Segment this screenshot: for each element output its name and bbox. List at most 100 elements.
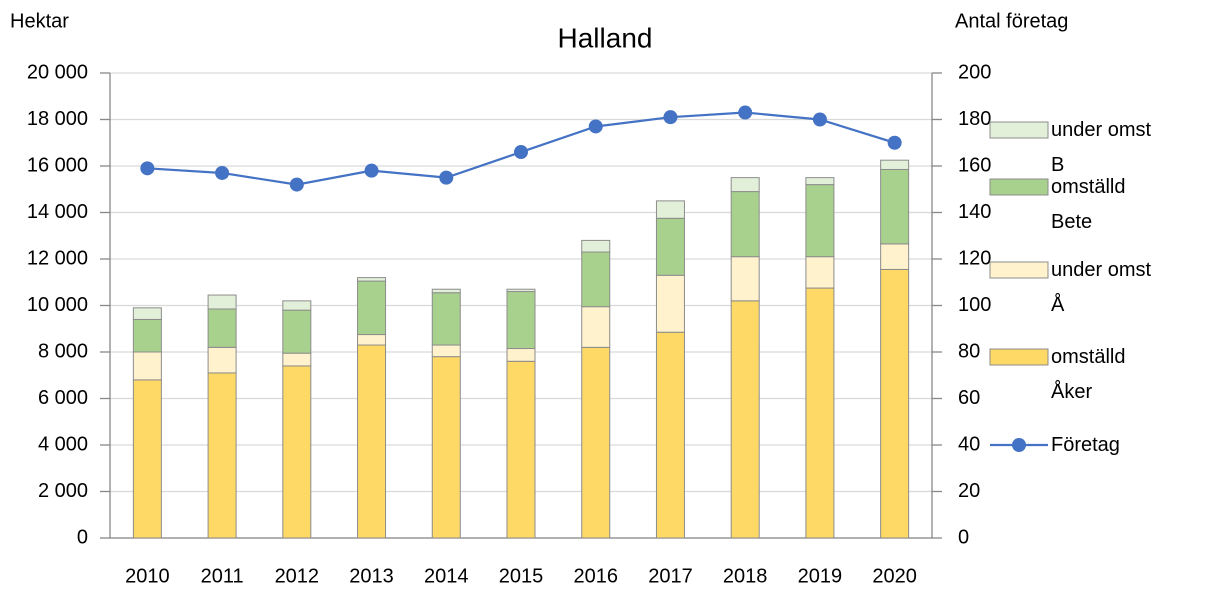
- bar-segment: [655, 200, 685, 219]
- y-tick-label: 18 000: [27, 108, 88, 130]
- bar-segment: [581, 239, 611, 253]
- y-tick-label: 4 000: [38, 433, 88, 455]
- legend-label: under omst B: [1051, 118, 1152, 176]
- bar-segment: [805, 287, 835, 539]
- bar-segment: [880, 168, 910, 245]
- y-tick-label: 8 000: [38, 340, 88, 362]
- bar-segment: [207, 372, 237, 539]
- bar-segment: [581, 346, 611, 539]
- bar-segment: [506, 348, 536, 362]
- legend-label: omställd Bete: [1051, 175, 1126, 233]
- x-tick-label: 2020: [872, 565, 917, 587]
- bar-segment: [805, 177, 835, 186]
- bar-segment: [357, 277, 387, 282]
- bar-segment: [730, 256, 760, 302]
- bar-segment: [282, 365, 312, 539]
- bar-segment: [357, 334, 387, 346]
- legend-label: Företag: [1051, 433, 1120, 456]
- bar-segment: [730, 191, 760, 258]
- bar-segment: [132, 318, 162, 353]
- y2-tick-label: 60: [958, 387, 980, 409]
- line-marker: [439, 170, 454, 185]
- line-marker: [364, 163, 379, 178]
- line-marker: [738, 105, 753, 120]
- chart-title: Halland: [558, 22, 653, 53]
- legend-label: under omst Å: [1051, 258, 1152, 316]
- legend-label: omställd Åker: [1051, 345, 1126, 403]
- x-tick-label: 2011: [201, 565, 244, 587]
- bar-segment: [655, 274, 685, 333]
- bar-segment: [282, 352, 312, 367]
- y-tick-label: 20 000: [27, 61, 88, 83]
- bar-segment: [207, 294, 237, 310]
- y2-tick-label: 100: [958, 294, 991, 316]
- x-tick-label: 2019: [798, 565, 843, 587]
- x-tick-label: 2016: [573, 565, 618, 587]
- line-marker: [812, 112, 827, 127]
- legend-swatch: [989, 261, 1049, 279]
- bar-segment: [506, 360, 536, 539]
- line-marker: [887, 135, 902, 150]
- bar-segment: [207, 346, 237, 374]
- bar-segment: [655, 331, 685, 539]
- bar-segment: [132, 351, 162, 381]
- legend-swatch: [1012, 438, 1026, 452]
- y2-tick-label: 80: [958, 340, 980, 362]
- y-tick-label: 6 000: [38, 387, 88, 409]
- x-tick-label: 2017: [648, 565, 693, 587]
- x-tick-label: 2018: [723, 565, 768, 587]
- y-tick-label: 16 000: [27, 154, 88, 176]
- bar-segment: [805, 256, 835, 289]
- line-marker: [215, 165, 230, 180]
- y2-tick-label: 0: [958, 526, 969, 548]
- bar-segment: [431, 356, 461, 539]
- bar-segment: [282, 309, 312, 354]
- legend-swatch: [989, 178, 1049, 196]
- bar-segment: [357, 280, 387, 336]
- y-tick-label: 12 000: [27, 247, 88, 269]
- y-tick-label: 14 000: [27, 201, 88, 223]
- x-tick-label: 2010: [125, 565, 170, 587]
- x-tick-label: 2015: [499, 565, 544, 587]
- y2-tick-label: 140: [958, 201, 991, 223]
- bar-segment: [880, 268, 910, 539]
- bar-segment: [730, 177, 760, 193]
- y-tick-label: 10 000: [27, 294, 88, 316]
- y-axis-title: Hektar: [10, 10, 69, 32]
- line-marker: [514, 145, 528, 160]
- legend-swatch: [989, 348, 1049, 366]
- y2-tick-label: 160: [958, 154, 991, 176]
- bar-segment: [581, 306, 611, 348]
- line-marker: [140, 161, 155, 176]
- y-tick-label: 0: [77, 526, 88, 548]
- y2-tick-label: 200: [958, 61, 991, 83]
- bar-segment: [132, 379, 162, 539]
- bar-segment: [357, 344, 387, 539]
- line-marker: [588, 119, 603, 134]
- y2-tick-label: 40: [958, 433, 980, 455]
- x-tick-label: 2013: [349, 565, 394, 587]
- x-tick-label: 2012: [275, 565, 320, 587]
- bar-segment: [506, 288, 536, 293]
- x-tick-label: 2014: [424, 565, 469, 587]
- y2-tick-label: 120: [958, 247, 991, 269]
- line-marker: [663, 110, 678, 125]
- bar-segment: [730, 300, 760, 539]
- y2-tick-label: 20: [958, 480, 980, 502]
- bar-segment: [132, 307, 162, 320]
- y2-axis-title: Antal företag: [955, 10, 1068, 32]
- bar-segment: [655, 217, 685, 276]
- bar-segment: [805, 184, 835, 258]
- bar-segment: [282, 300, 312, 311]
- bar-segment: [880, 243, 910, 270]
- y2-tick-label: 180: [958, 108, 991, 130]
- bar-segment: [431, 344, 461, 358]
- bar-segment: [207, 308, 237, 348]
- bar-segment: [431, 288, 461, 294]
- bar-segment: [880, 159, 910, 170]
- line-marker: [289, 177, 304, 192]
- bar-segment: [431, 292, 461, 346]
- bar-segment: [506, 291, 536, 350]
